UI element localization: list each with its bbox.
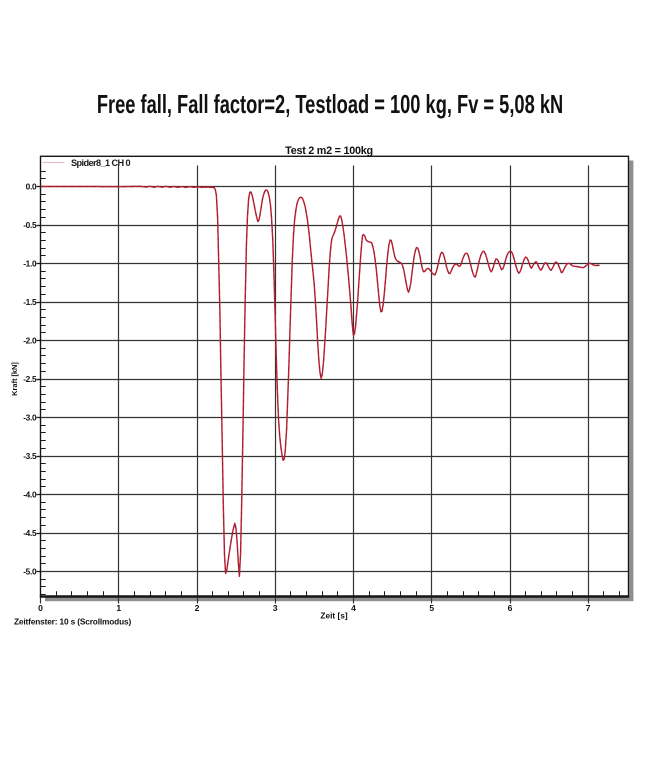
svg-text:0: 0	[38, 603, 43, 613]
svg-text:Test 2 m2 = 100kg: Test 2 m2 = 100kg	[285, 145, 373, 157]
svg-text:Zeit [s]: Zeit [s]	[320, 611, 347, 621]
svg-text:-2.5: -2.5	[23, 374, 37, 384]
svg-text:4: 4	[351, 603, 356, 613]
svg-text:-3.5: -3.5	[23, 451, 37, 461]
svg-text:-2.0: -2.0	[23, 336, 37, 346]
svg-text:3: 3	[273, 603, 278, 613]
svg-text:-1.0: -1.0	[23, 259, 37, 269]
svg-text:Zeitfenster: 10 s (Scrollmodus: Zeitfenster: 10 s (Scrollmodus)	[14, 617, 131, 627]
svg-text:-1.5: -1.5	[23, 297, 37, 307]
svg-text:-4.5: -4.5	[23, 528, 37, 538]
svg-text:7: 7	[586, 603, 591, 613]
svg-text:Free fall, Fall factor=2, Tes: Free fall, Fall factor=2, Testload = 100…	[97, 90, 563, 119]
svg-text:Spider8_1 CH 0: Spider8_1 CH 0	[71, 158, 130, 168]
svg-text:-3.0: -3.0	[23, 413, 37, 423]
svg-text:-5.0: -5.0	[23, 567, 37, 577]
svg-text:Kraft [kN]: Kraft [kN]	[10, 362, 19, 396]
svg-text:1: 1	[116, 603, 121, 613]
svg-text:-0.5: -0.5	[23, 220, 37, 230]
svg-text:0.0: 0.0	[26, 182, 37, 192]
svg-text:-4.0: -4.0	[23, 490, 37, 500]
svg-text:6: 6	[508, 603, 513, 613]
svg-text:2: 2	[195, 603, 200, 613]
svg-text:5: 5	[429, 603, 434, 613]
